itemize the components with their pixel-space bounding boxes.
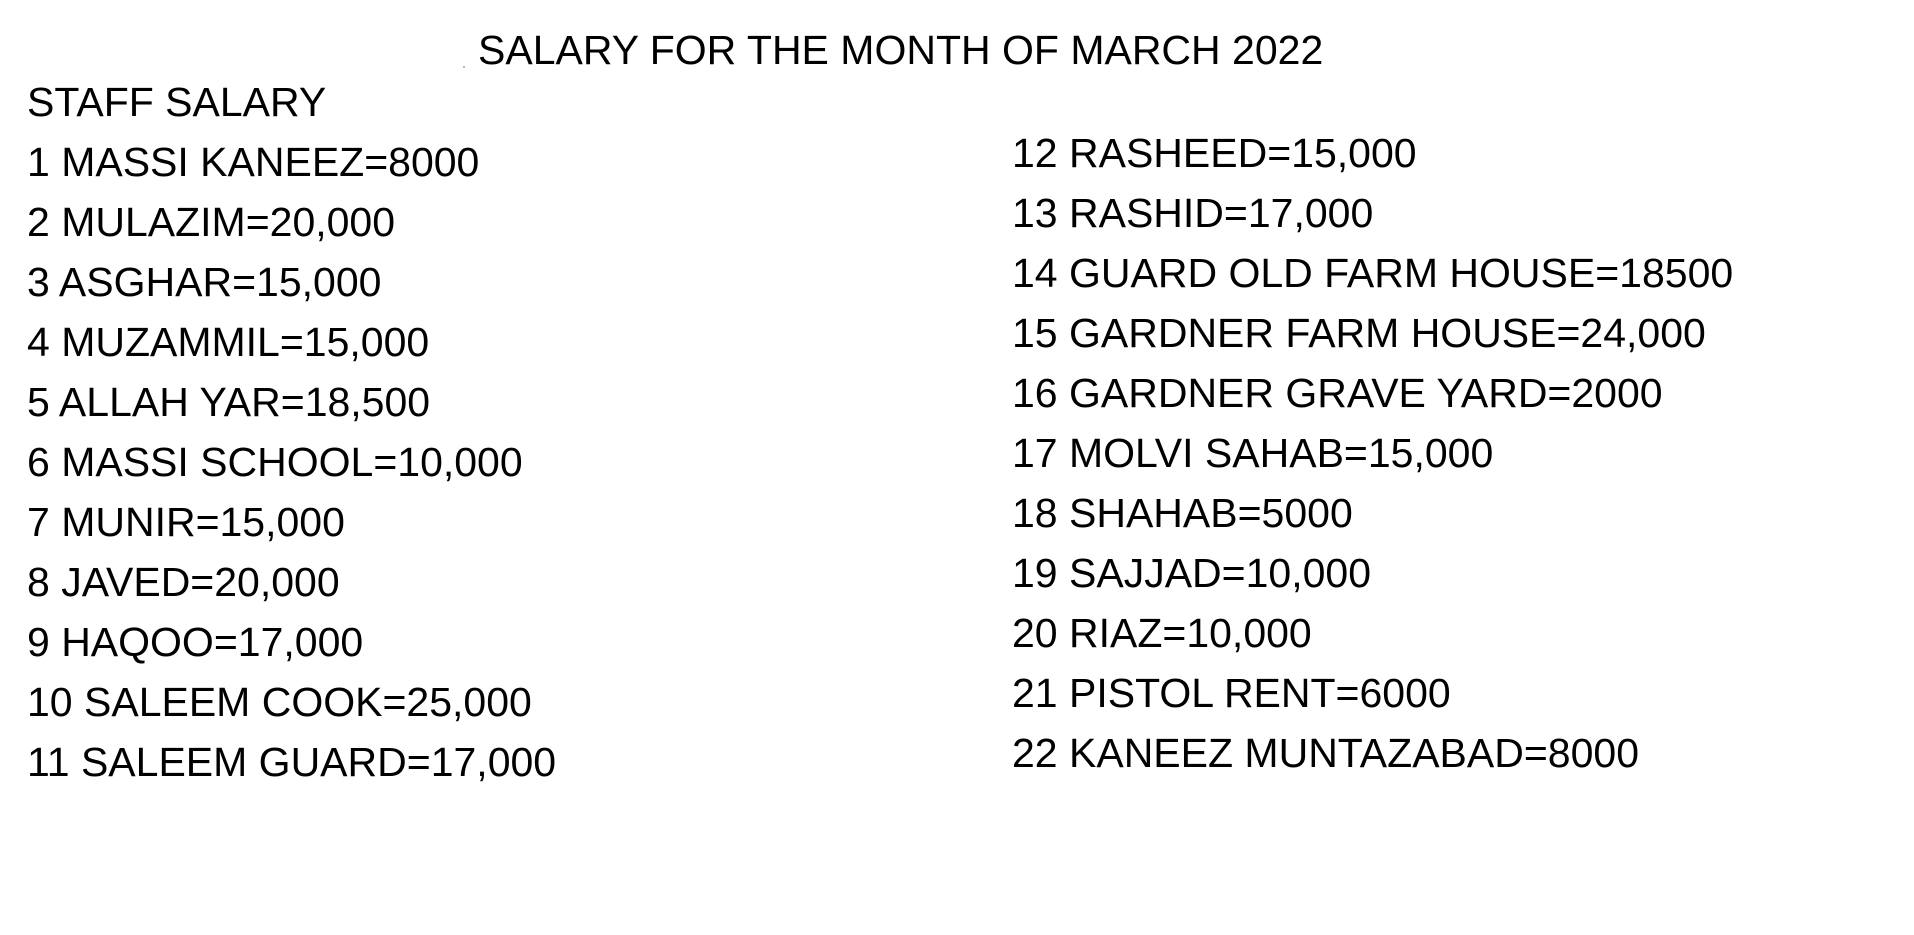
salary-entry: 12 RASHEED=15,000 [1012, 130, 1417, 176]
salary-entry: 20 RIAZ=10,000 [1012, 610, 1312, 656]
salary-entry: 9 HAQOO=17,000 [27, 619, 364, 665]
salary-entry: 15 GARDNER FARM HOUSE=24,000 [1012, 310, 1706, 356]
salary-entry: 18 SHAHAB=5000 [1012, 490, 1353, 536]
salary-entry: 17 MOLVI SAHAB=15,000 [1012, 430, 1494, 476]
stray-dot [463, 66, 465, 68]
salary-entry: 16 GARDNER GRAVE YARD=2000 [1012, 370, 1663, 416]
salary-entry: 19 SAJJAD=10,000 [1012, 550, 1371, 596]
salary-entry: 1 MASSI KANEEZ=8000 [27, 139, 480, 185]
salary-entry: 2 MULAZIM=20,000 [27, 199, 396, 245]
salary-entry: 6 MASSI SCHOOL=10,000 [27, 439, 523, 485]
salary-entry: 21 PISTOL RENT=6000 [1012, 670, 1451, 716]
salary-entry: 22 KANEEZ MUNTAZABAD=8000 [1012, 730, 1639, 776]
left-salary-list: 1 MASSI KANEEZ=8000 2 MULAZIM=20,000 3 A… [27, 136, 556, 796]
salary-entry: 3 ASGHAR=15,000 [27, 259, 382, 305]
salary-entry: 10 SALEEM COOK=25,000 [27, 679, 532, 725]
salary-entry: 11 SALEEM GUARD=17,000 [27, 739, 557, 785]
right-salary-list: 12 RASHEED=15,000 13 RASHID=17,000 14 GU… [1012, 127, 1733, 787]
salary-entry: 13 RASHID=17,000 [1012, 190, 1374, 236]
salary-entry: 4 MUZAMMIL=15,000 [27, 319, 430, 365]
section-heading: STAFF SALARY [27, 79, 327, 125]
salary-entry: 14 GUARD OLD FARM HOUSE=18500 [1012, 250, 1734, 296]
salary-entry: 8 JAVED=20,000 [27, 559, 340, 605]
document-title: SALARY FOR THE MONTH OF MARCH 2022 [478, 27, 1324, 73]
salary-entry: 5 ALLAH YAR=18,500 [27, 379, 431, 425]
salary-entry: 7 MUNIR=15,000 [27, 499, 345, 545]
